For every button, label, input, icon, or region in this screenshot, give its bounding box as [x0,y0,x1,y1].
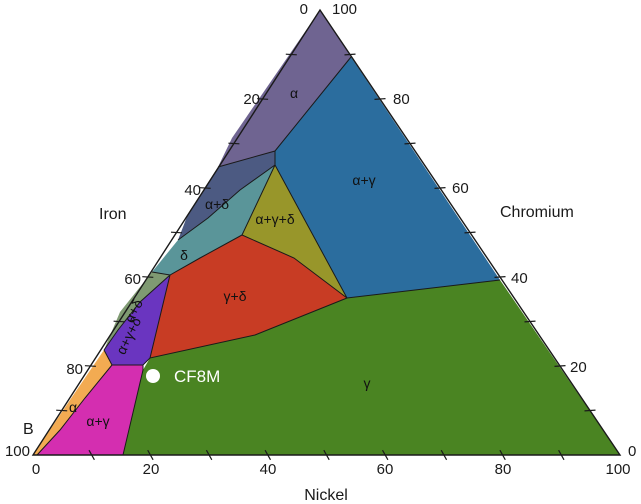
label-delta: δ [180,247,188,263]
left-edge-tick [142,276,154,278]
bottom-edge-tick [499,449,506,461]
region-gamma [123,280,620,455]
right-edge-tick [374,98,386,100]
left-edge-tick [56,409,68,412]
bottom-edge-tick [381,449,389,461]
chromium-tick-60: 60 [452,180,469,197]
region-alpha-lower [33,350,112,455]
right-edge-tick [494,276,506,278]
right-edge-tick [404,142,416,145]
region-alpha-gamma [275,57,500,298]
left-edge-tick [199,187,211,189]
iron-tick-20: 20 [243,91,260,108]
label-alpha-delta: α+δ [205,196,229,212]
right-edge-tick [584,409,596,412]
region-delta [152,165,275,275]
iron-axis-title: Iron [99,206,127,223]
cf8m-point [146,369,160,383]
phase-regions [33,10,620,455]
chromium-tick-0: 0 [628,443,636,460]
right-edge-tick [344,53,356,56]
label-alpha: α [290,85,298,101]
nickel-tick-0: 0 [32,461,40,478]
region-alpha-delta [178,151,275,240]
left-edge-tick [170,231,183,234]
bottom-edge-tick [88,449,95,461]
label-gamma: γ [364,375,371,391]
chromium-axis: 100 80 60 40 20 0 Chromium [332,1,636,460]
bottom-edge-tick [264,449,272,461]
chromium-tick-20: 20 [570,359,587,376]
nickel-tick-40: 40 [260,461,277,478]
chromium-tick-100: 100 [332,1,357,18]
left-edge-tick [285,53,297,56]
nickel-tick-100: 100 [605,461,630,478]
cf8m-marker: CF8M [146,367,220,386]
iron-axis: 0 20 40 60 80 100 Iron [5,1,308,460]
right-edge-tick [464,231,476,234]
label-alpha-gamma: α+γ [352,172,375,188]
nickel-axis-title: Nickel [304,487,348,504]
bottom-edge-tick [147,449,154,461]
nickel-tick-60: 60 [377,461,394,478]
iron-tick-0: 0 [300,1,308,18]
region-alpha-delta-lower [104,272,170,350]
phase-boundaries [36,56,501,456]
label-alpha-lower: α [69,399,77,415]
region-alpha-gamma-lower [37,365,143,455]
region-alpha [218,10,351,167]
label-gamma-delta: γ+δ [224,288,247,304]
right-edge-tick [554,365,566,367]
left-edge-tick [84,365,96,367]
label-alpha-gamma-lower: α+γ [86,413,109,429]
iron-tick-60: 60 [124,271,141,288]
bottom-edge-tick [440,449,448,461]
chromium-axis-title: Chromium [500,204,574,221]
iron-tick-40: 40 [184,182,201,199]
bottom-edge-tick [558,449,565,461]
cf8m-label: CF8M [174,367,220,386]
iron-tick-80: 80 [66,361,83,378]
region-gamma-delta [150,235,347,358]
left-edge-tick [257,98,269,100]
nickel-tick-80: 80 [495,461,512,478]
nickel-tick-20: 20 [143,461,160,478]
chromium-tick-80: 80 [393,91,410,108]
chromium-tick-40: 40 [511,270,528,287]
axis-ticks [56,53,596,461]
left-edge-tick [228,142,240,145]
label-alpha-gamma-delta: α+γ+δ [255,211,294,227]
left-edge-tick [113,320,125,323]
region-alpha-gamma-delta [242,165,347,298]
nickel-axis: 0 20 40 60 80 100 Nickel [32,461,631,504]
corner-label-b: B [23,421,34,438]
right-edge-tick [524,320,536,323]
bottom-edge-tick [323,449,330,461]
right-edge-tick [434,187,446,189]
iron-tick-100: 100 [5,443,30,460]
bottom-edge-tick [205,449,213,461]
